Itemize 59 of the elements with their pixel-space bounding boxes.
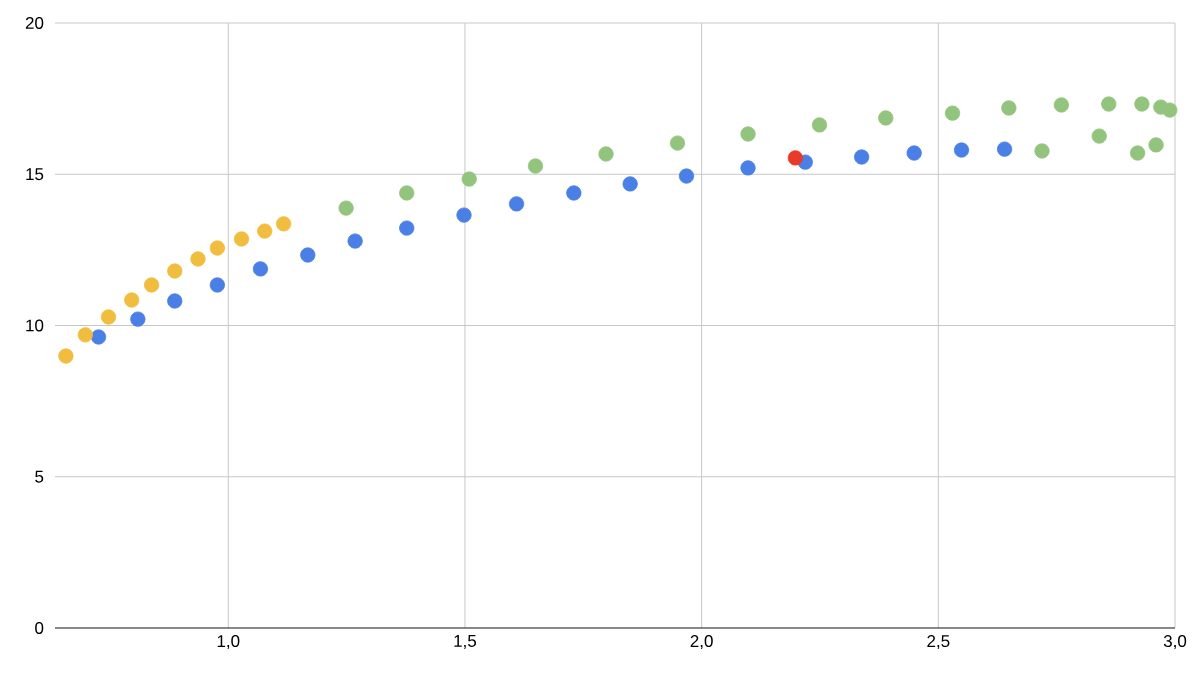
x-tick-label: 2,0 — [690, 635, 713, 650]
point — [678, 168, 695, 184]
point — [300, 247, 316, 263]
point — [338, 200, 354, 216]
point — [167, 263, 183, 279]
y-tick-label: 0 — [35, 621, 44, 634]
point — [209, 240, 225, 256]
point — [811, 117, 828, 133]
point — [190, 251, 206, 267]
point — [90, 329, 107, 345]
x-tick-label: 2,5 — [927, 635, 950, 650]
point — [143, 277, 160, 293]
x-tick-label: 1,5 — [454, 635, 477, 649]
point — [669, 135, 686, 151]
y-tick-label: 5 — [35, 470, 44, 483]
point — [77, 327, 93, 343]
point — [953, 142, 970, 158]
point — [1101, 96, 1117, 112]
point — [456, 207, 472, 223]
point — [854, 149, 870, 165]
point — [1134, 96, 1150, 112]
point — [566, 185, 582, 201]
point — [996, 141, 1013, 157]
point — [1001, 100, 1017, 116]
point — [58, 348, 74, 364]
point — [740, 160, 756, 176]
point — [1091, 128, 1107, 144]
point — [276, 216, 292, 232]
point — [1162, 102, 1178, 118]
point — [167, 293, 183, 309]
point — [598, 146, 614, 162]
y-tick-label: 10 — [26, 319, 44, 332]
x-tick-label: 1,0 — [217, 635, 240, 650]
point — [252, 261, 269, 277]
point — [740, 126, 756, 142]
point — [257, 223, 273, 239]
point — [461, 171, 477, 187]
point — [527, 158, 544, 174]
point — [209, 277, 225, 293]
point — [124, 292, 140, 308]
point — [100, 309, 117, 325]
x-tick-label: 3,0 — [1163, 635, 1187, 650]
point — [1130, 145, 1146, 161]
point — [399, 185, 415, 201]
point — [347, 233, 363, 249]
point — [508, 196, 525, 212]
point — [399, 220, 415, 236]
point — [130, 311, 146, 327]
point — [906, 145, 922, 161]
y-tick-label: 20 — [25, 16, 44, 29]
point — [1034, 143, 1050, 159]
y-tick-label: 15 — [26, 168, 44, 181]
point — [787, 150, 803, 166]
point — [1053, 97, 1069, 113]
point — [233, 231, 250, 247]
point — [944, 105, 961, 121]
point — [622, 176, 638, 192]
point — [878, 110, 894, 126]
point — [1148, 137, 1164, 153]
